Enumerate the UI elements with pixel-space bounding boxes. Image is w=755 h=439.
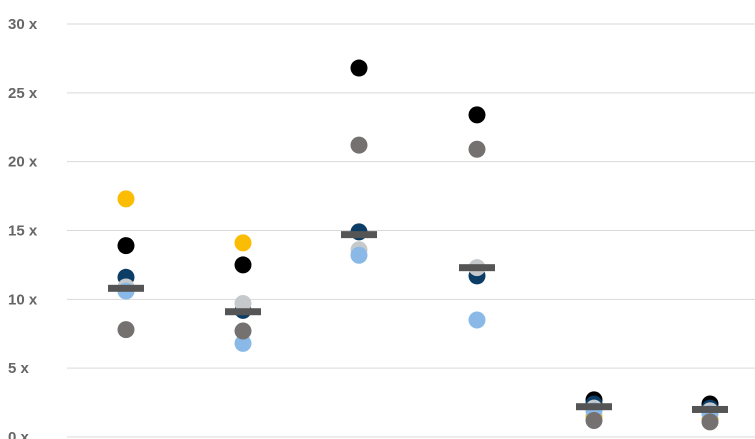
y-tick-label: 15 x [8, 223, 38, 240]
data-point [701, 413, 719, 431]
y-tick-label: 10 x [8, 291, 38, 308]
y-tick-label: 20 x [8, 154, 38, 171]
median-markers [108, 231, 728, 413]
data-point [117, 237, 135, 255]
data-point [350, 136, 368, 154]
data-point [234, 256, 252, 274]
data-point [585, 411, 603, 429]
data-point [117, 321, 135, 339]
median-marker [459, 264, 495, 272]
y-axis-ticks: 0 x 5 x 10 x 15 x 20 x 25 x 30 x [8, 16, 38, 439]
data-point [468, 106, 486, 124]
data-point [234, 234, 252, 252]
median-marker [108, 284, 144, 292]
data-point [350, 59, 368, 77]
y-tick-label: 0 x [8, 429, 30, 439]
data-point [468, 311, 486, 329]
y-tick-label: 30 x [8, 16, 38, 33]
data-point [117, 190, 135, 208]
median-marker [692, 405, 728, 413]
median-marker [576, 403, 612, 411]
data-point [234, 334, 252, 352]
y-tick-label: 25 x [8, 85, 38, 102]
y-tick-label: 5 x [8, 360, 30, 377]
data-point [468, 140, 486, 158]
median-marker [341, 231, 377, 239]
median-marker [225, 308, 261, 316]
data-point [234, 294, 252, 312]
data-points [117, 59, 719, 431]
data-point [234, 322, 252, 340]
data-point [350, 246, 368, 264]
gridlines [67, 23, 755, 438]
